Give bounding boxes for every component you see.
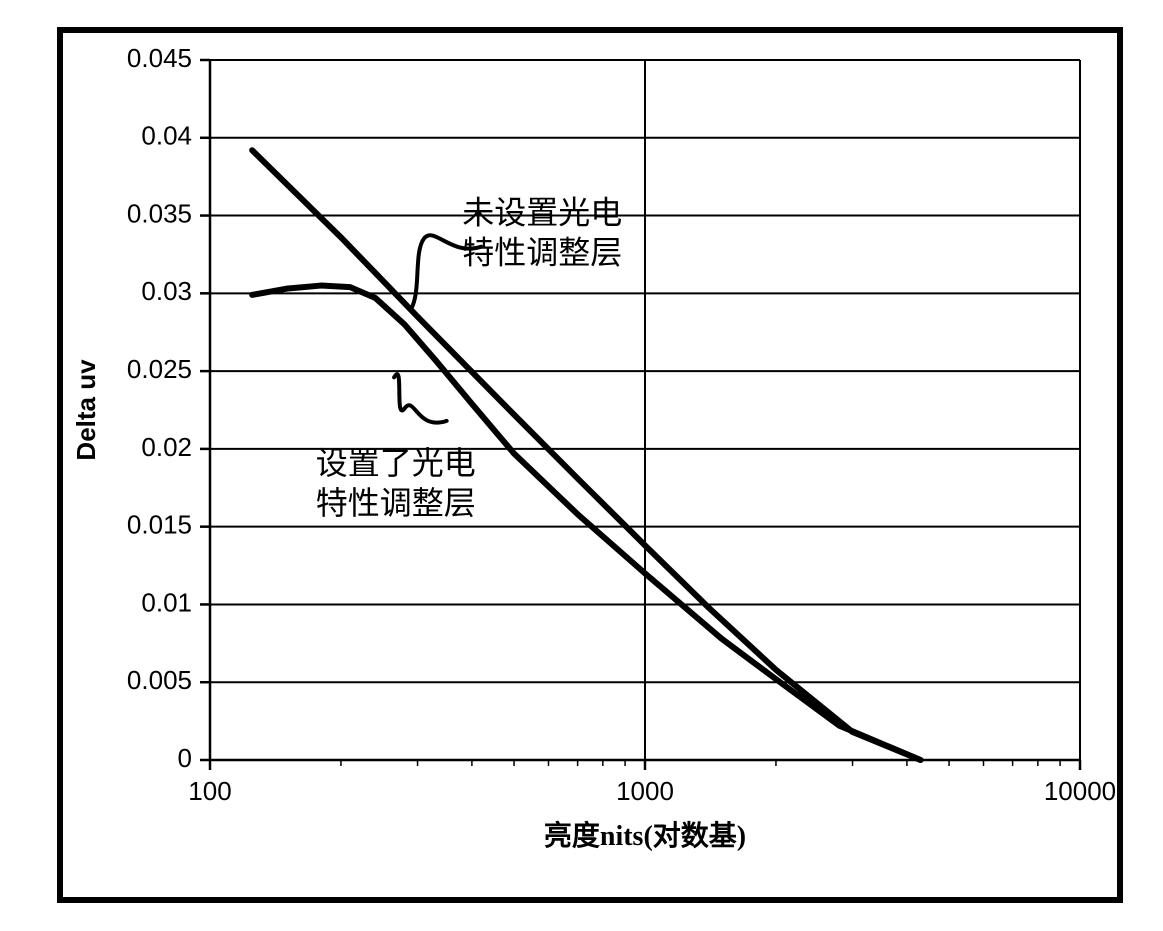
- annotation-without-line1: 特性调整层: [462, 234, 622, 270]
- x-axis-title: 亮度nits(对数基): [544, 819, 746, 852]
- ytick-label: 0.025: [127, 354, 192, 384]
- annotation-without-line0: 未设置光电: [462, 194, 622, 230]
- ytick-label: 0.03: [141, 276, 192, 306]
- page-frame: 0 0.005 0.01 0.015 0.02 0.025 0.03 0.035 0.04 0.0…: [0, 0, 1163, 931]
- ytick-label: 0: [178, 743, 192, 773]
- ytick-label: 0.01: [141, 587, 192, 617]
- xtick-label: 100: [188, 776, 231, 806]
- xtick-label: 1000: [616, 776, 674, 806]
- xtick-label: 10000: [1044, 776, 1116, 806]
- ytick-label: 0.015: [127, 510, 192, 540]
- annotation-with-line1: 特性调整层: [316, 485, 476, 521]
- ytick-label: 0.02: [141, 432, 192, 462]
- chart-svg: 0 0.005 0.01 0.015 0.02 0.025 0.03 0.035 0.04 0.0…: [0, 0, 1163, 931]
- ytick-label: 0.035: [127, 198, 192, 228]
- ytick-label: 0.04: [141, 121, 192, 151]
- ytick-label: 0.005: [127, 665, 192, 695]
- annotation-with-line0: 设置了光电: [316, 445, 476, 481]
- y-axis-title: Delta uv: [71, 359, 101, 461]
- ytick-label: 0.045: [127, 43, 192, 73]
